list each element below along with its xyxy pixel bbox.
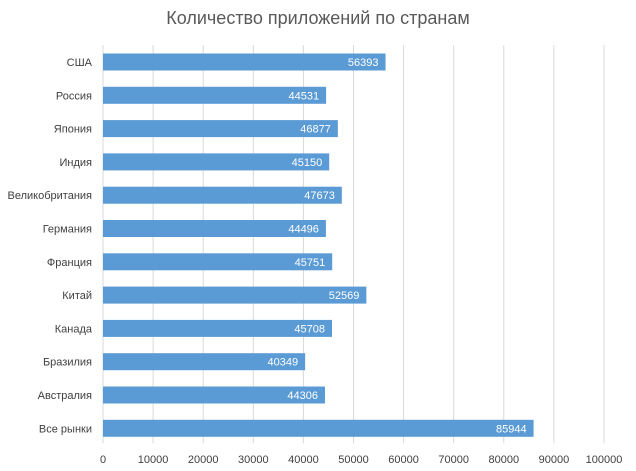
x-tick-label: 30000 bbox=[238, 454, 269, 466]
category-label: Китай bbox=[62, 290, 92, 302]
x-tick-label: 90000 bbox=[539, 454, 570, 466]
data-label: 40349 bbox=[268, 357, 299, 369]
bar bbox=[103, 220, 326, 237]
data-label: 44306 bbox=[287, 390, 318, 402]
chart-title: Количество приложений по странам bbox=[166, 8, 469, 28]
data-label: 47673 bbox=[304, 190, 335, 202]
bar bbox=[103, 319, 332, 337]
data-label: 45751 bbox=[295, 257, 326, 269]
x-tick-label: 70000 bbox=[438, 454, 469, 466]
category-label: США bbox=[67, 57, 93, 69]
bar bbox=[103, 253, 333, 271]
bar bbox=[103, 353, 306, 371]
data-label: 85944 bbox=[496, 423, 527, 435]
data-label: 52569 bbox=[329, 290, 360, 302]
bar bbox=[103, 419, 534, 437]
category-label: Россия bbox=[56, 90, 92, 102]
bar bbox=[103, 386, 325, 404]
bar bbox=[103, 86, 327, 104]
data-label: 44531 bbox=[289, 90, 320, 102]
x-tick-label: 40000 bbox=[288, 454, 319, 466]
x-tick-label: 10000 bbox=[138, 454, 169, 466]
x-tick-label: 0 bbox=[100, 454, 106, 466]
data-label: 45708 bbox=[294, 323, 325, 335]
x-tick-label: 20000 bbox=[188, 454, 219, 466]
data-label: 44496 bbox=[288, 224, 319, 236]
category-labels: США Россия Япония Индия Великобритания Герман… bbox=[8, 57, 93, 435]
bar bbox=[103, 120, 338, 138]
category-label: Германия bbox=[43, 224, 92, 236]
x-tick-label: 60000 bbox=[388, 454, 419, 466]
category-label: Канада bbox=[55, 323, 93, 335]
category-label: Австралия bbox=[38, 390, 92, 402]
data-label: 56393 bbox=[348, 57, 379, 69]
bar bbox=[103, 153, 330, 171]
category-label: Бразилия bbox=[43, 357, 92, 369]
category-label: Индия bbox=[59, 157, 92, 169]
bars bbox=[103, 53, 534, 437]
data-label: 46877 bbox=[300, 124, 331, 136]
bar bbox=[103, 186, 342, 204]
data-labels: 56393 44531 46877 45150 47673 44496 45751 52569… bbox=[268, 57, 527, 435]
category-label: Все рынки bbox=[39, 423, 92, 435]
x-tick-label: 80000 bbox=[489, 454, 520, 466]
category-label: Франция bbox=[47, 257, 92, 269]
x-tick-label: 100000 bbox=[586, 454, 623, 466]
category-label: Япония bbox=[54, 124, 92, 136]
x-axis-tick-labels: 0 10000 20000 30000 40000 50000 60000 70000 8000… bbox=[100, 454, 622, 466]
data-label: 45150 bbox=[292, 157, 323, 169]
x-tick-label: 50000 bbox=[338, 454, 369, 466]
bar bbox=[103, 53, 386, 71]
category-label: Великобритания bbox=[8, 190, 93, 202]
bar bbox=[103, 286, 367, 304]
grid-lines bbox=[102, 45, 605, 444]
